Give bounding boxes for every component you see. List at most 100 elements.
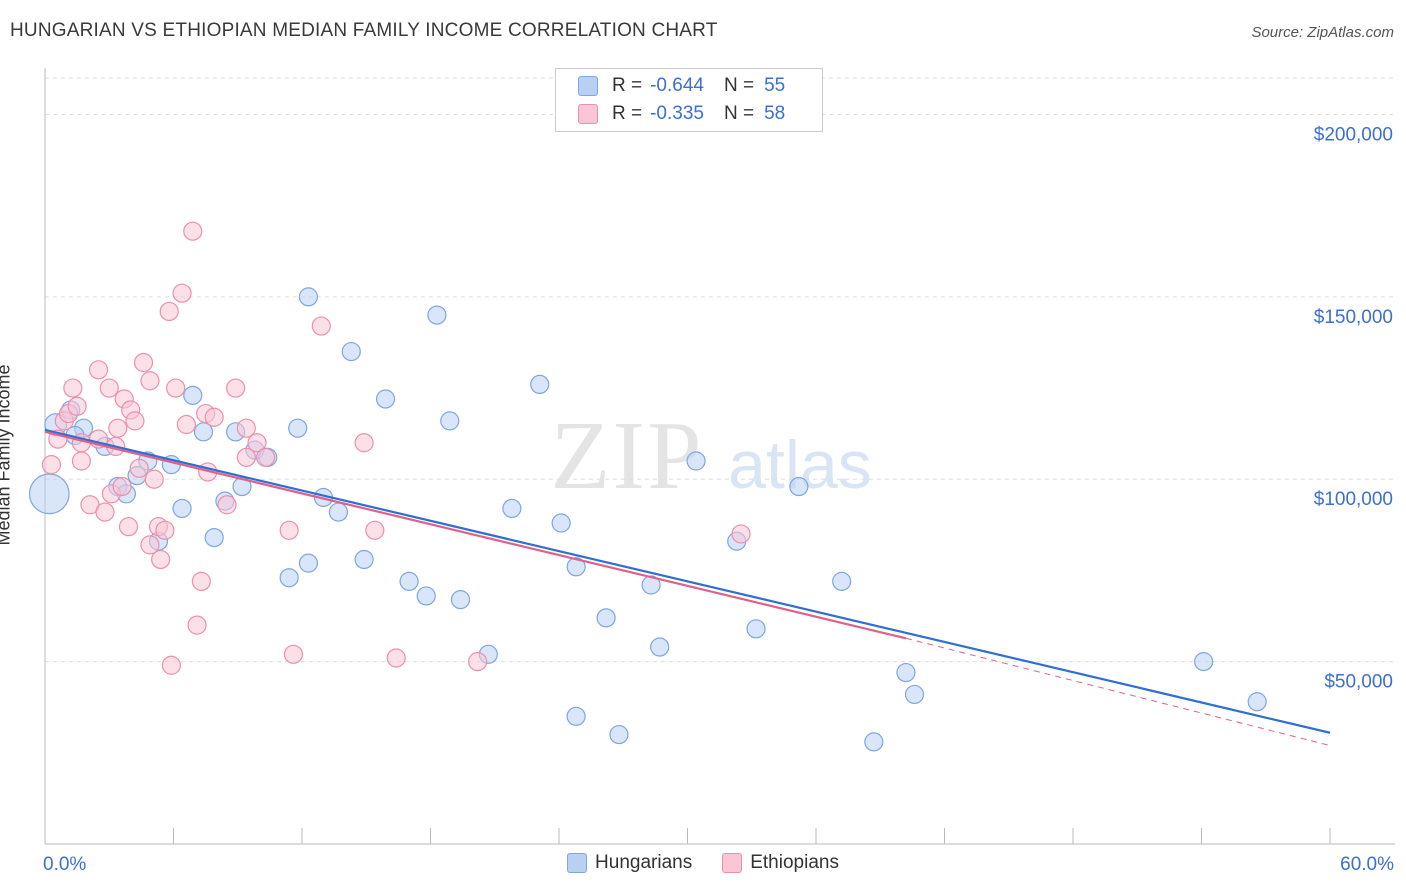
hungarian-point (450, 590, 471, 610)
hungarian-point (746, 619, 766, 639)
ethiopian-point (172, 283, 192, 303)
ethiopian-point (133, 352, 154, 373)
watermark-zip: ZIP (551, 402, 704, 510)
y-tick-label: $100,000 (1314, 489, 1393, 510)
y-tick-label: $200,000 (1314, 124, 1393, 145)
ethiopians-n-label: N = (723, 103, 755, 124)
hungarian-point (650, 637, 670, 657)
ethiopian-point (176, 414, 196, 435)
trend-lines (44, 428, 1331, 746)
tick-labels: $50,000 $100,000 $150,000 $200,000 0.0% 60.0% (43, 124, 1394, 875)
hungarian-point (530, 374, 550, 394)
hungarian-point (896, 662, 916, 683)
ethiopian-point (95, 502, 115, 522)
x-tick-label-min: 0.0% (43, 854, 86, 875)
ethiopian-point (151, 549, 171, 570)
ethiopian-point (226, 378, 246, 398)
hungarian-point (183, 385, 203, 405)
ethiopian-point (279, 520, 299, 540)
stats-row-hungarians: R = -0.644 N = 55 (578, 75, 785, 97)
ethiopian-point (365, 520, 385, 540)
ethiopian-point (144, 469, 164, 489)
ethiopian-point (354, 433, 374, 453)
hungarians-r-label: R = (612, 75, 643, 96)
ethiopian-point (311, 316, 331, 336)
hungarian-point (686, 451, 706, 471)
legend-hungarians-label: Hungarians (595, 852, 693, 873)
ethiopian-point (191, 571, 211, 591)
legend-ethiopians-swatch (722, 853, 743, 873)
ethiopians-r-value: -0.335 (650, 103, 704, 124)
ethiopian-point (112, 476, 132, 497)
ethiopian-point (255, 447, 276, 467)
hungarian-point (1194, 652, 1214, 672)
hungarian-point (440, 411, 460, 431)
hungarian-point (399, 571, 419, 591)
ethiopian-point (468, 652, 488, 672)
hungarians-r-value: -0.644 (650, 75, 704, 96)
ethiopian-point (140, 371, 160, 391)
hungarian-point (596, 608, 616, 628)
hungarian-point (1247, 692, 1267, 712)
hungarian-trend-line (44, 428, 1331, 734)
hungarian-point (341, 341, 361, 362)
legend-item-hungarians: Hungarians (567, 852, 692, 874)
ethiopian-trend-line (44, 430, 907, 640)
ethiopian-point (161, 655, 181, 675)
hungarian-point (566, 557, 586, 577)
legend-hungarians-swatch (567, 853, 588, 873)
hungarian-point (204, 527, 224, 548)
hungarians-n-label: N = (723, 75, 755, 96)
ethiopian-point (108, 418, 128, 438)
legend: Hungarians Ethiopians (0, 852, 1406, 874)
hungarian-point (502, 498, 522, 519)
ethiopian-point (67, 396, 87, 416)
hungarian-point (279, 568, 299, 588)
ethiopian-point (731, 524, 751, 544)
hungarian-point (551, 513, 571, 533)
ethiopian-point (99, 378, 119, 398)
x-tick-label-max: 60.0% (1340, 854, 1394, 875)
hungarian-point (904, 684, 925, 705)
hungarian-point (172, 498, 192, 519)
hungarian-point (832, 571, 852, 591)
hungarian-point (354, 549, 374, 570)
ethiopian-point (88, 360, 109, 380)
hungarian-point (609, 724, 629, 745)
ethiopian-point (41, 455, 62, 475)
ethiopian-point (118, 517, 139, 537)
ethiopians-r-label: R = (612, 103, 643, 124)
hungarian-point (375, 389, 396, 409)
hungarian-point (298, 287, 319, 307)
ethiopian-point (125, 411, 145, 431)
ethiopian-point (204, 407, 224, 427)
ethiopian-point (236, 447, 256, 467)
axes (44, 68, 1395, 845)
ethiopian-point (283, 644, 304, 664)
legend-item-ethiopians: Ethiopians (722, 852, 839, 874)
hungarian-point (789, 476, 809, 497)
ethiopian-point (166, 378, 186, 398)
ethiopian-trend-extension (905, 637, 1331, 746)
hungarian-point (28, 473, 70, 515)
ethiopian-point (187, 615, 207, 635)
watermark: ZIP atlas (551, 402, 872, 510)
hungarian-point (641, 575, 661, 595)
ethiopian-point (247, 433, 267, 453)
ethiopian-point (71, 451, 92, 471)
source-note: Source: ZipAtlas.com (1251, 24, 1394, 41)
y-tick-label: $50,000 (1324, 672, 1393, 693)
ethiopian-point (155, 520, 175, 540)
ethiopian-point (159, 301, 179, 322)
hungarian-point (328, 502, 349, 522)
chart-title: HUNGARIAN VS ETHIOPIAN MEDIAN FAMILY INC… (10, 20, 718, 41)
grid (45, 77, 1395, 663)
hungarians-swatch (578, 76, 598, 96)
stats-box: R = -0.644 N = 55 R = -0.335 N = 58 (555, 68, 823, 132)
hungarian-point (288, 418, 308, 438)
ethiopian-point (236, 418, 256, 438)
ethiopians-n-value: 58 (764, 103, 786, 124)
points (28, 221, 1267, 752)
ethiopian-point (217, 495, 237, 515)
